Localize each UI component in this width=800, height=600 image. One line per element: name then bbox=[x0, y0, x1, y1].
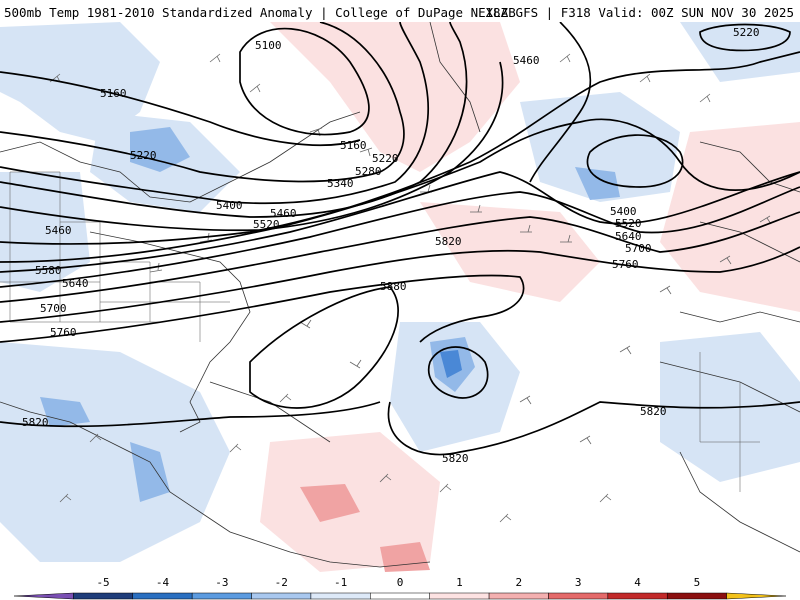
contour-label: 5760 bbox=[612, 258, 639, 271]
contour-labels: 5100 5160 5220 5160 5220 5280 5340 5400 … bbox=[22, 26, 760, 465]
colorbar-tick-label: -5 bbox=[96, 576, 109, 589]
colorbar-segment bbox=[548, 592, 609, 600]
cold-anomaly-peak bbox=[440, 350, 462, 378]
colorbar-segment bbox=[726, 592, 787, 600]
contour-label: 5640 bbox=[62, 277, 89, 290]
contour-label: 5820 bbox=[640, 405, 667, 418]
colorbar-tick-label: -3 bbox=[215, 576, 228, 589]
contour-label: 5820 bbox=[442, 452, 469, 465]
cold-anomaly-core bbox=[40, 127, 620, 502]
contour-label: 5400 bbox=[610, 205, 637, 218]
contour-label: 5520 bbox=[253, 218, 280, 231]
colorbar-segment bbox=[429, 592, 490, 600]
contour-label: 5460 bbox=[513, 54, 540, 67]
colorbar-tick-label: -4 bbox=[156, 576, 170, 589]
contour-label: 5580 bbox=[35, 264, 62, 277]
colorbar-tick-label: 2 bbox=[515, 576, 522, 589]
colorbar-tick-label: 1 bbox=[456, 576, 463, 589]
contour-label: 5460 bbox=[270, 207, 297, 220]
contour-label: 5160 bbox=[100, 87, 127, 100]
contour-label: 5640 bbox=[615, 230, 642, 243]
colorbar-segment bbox=[607, 592, 668, 600]
height-contours bbox=[0, 22, 800, 456]
forecast-map: 5100 5160 5220 5160 5220 5280 5340 5400 … bbox=[0, 22, 800, 574]
map-header: 500mb Temp 1981-2010 Standardized Anomal… bbox=[0, 0, 800, 22]
contour-label: 5220 bbox=[130, 149, 157, 162]
contour-label: 5700 bbox=[625, 242, 652, 255]
colorbar-tick-label: 5 bbox=[694, 576, 701, 589]
contour-label: 5220 bbox=[372, 152, 399, 165]
coastlines bbox=[0, 22, 800, 568]
contour-label: 5820 bbox=[22, 416, 49, 429]
colorbar-segment bbox=[488, 592, 549, 600]
anomaly-colorbar: -5 -4 -3 -2 -1 0 1 2 3 4 5 bbox=[0, 574, 800, 600]
contour-label: 5280 bbox=[355, 165, 382, 178]
contour-label: 5880 bbox=[380, 280, 407, 293]
contour-label: 5760 bbox=[50, 326, 77, 339]
colorbar-segment bbox=[132, 592, 193, 600]
colorbar-segments bbox=[13, 592, 787, 600]
colorbar-tick-label: 3 bbox=[575, 576, 582, 589]
contour-label: 5460 bbox=[45, 224, 72, 237]
colorbar-segment bbox=[310, 592, 371, 600]
wind-barbs bbox=[49, 53, 772, 523]
contour-label: 5820 bbox=[435, 235, 462, 248]
colorbar-tick-label: 4 bbox=[634, 576, 641, 589]
contour-label: 5700 bbox=[40, 302, 67, 315]
model-run-info: 18Z GFS | F318 Valid: 00Z SUN NOV 30 202… bbox=[485, 5, 794, 20]
colorbar-tick-label: -2 bbox=[275, 576, 288, 589]
colorbar-tick-label: 0 bbox=[397, 576, 404, 589]
colorbar-segment bbox=[191, 592, 252, 600]
contour-label: 5400 bbox=[216, 199, 243, 212]
colorbar-segment bbox=[251, 592, 312, 600]
colorbar-tick-label: -1 bbox=[334, 576, 347, 589]
colorbar-tick-labels: -5 -4 -3 -2 -1 0 1 2 3 4 5 bbox=[96, 576, 700, 589]
map-title: 500mb Temp 1981-2010 Standardized Anomal… bbox=[4, 5, 516, 20]
contour-label: 5520 bbox=[615, 217, 642, 230]
contour-label: 5340 bbox=[327, 177, 354, 190]
warm-anomaly-core bbox=[300, 484, 430, 572]
colorbar-segment bbox=[13, 592, 74, 600]
colorbar-segment bbox=[666, 592, 727, 600]
contour-label: 5220 bbox=[733, 26, 760, 39]
contour-label: 5160 bbox=[340, 139, 367, 152]
colorbar-segment bbox=[370, 592, 430, 600]
colorbar-segment bbox=[73, 592, 134, 600]
contour-label: 5100 bbox=[255, 39, 282, 52]
